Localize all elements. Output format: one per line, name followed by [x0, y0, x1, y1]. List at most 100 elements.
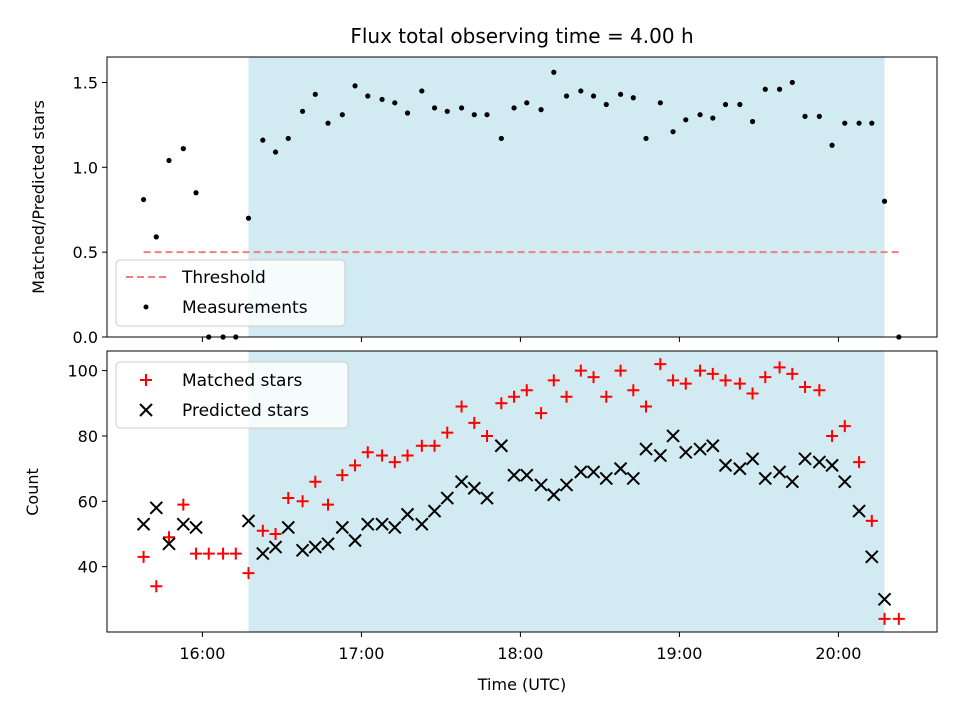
- predicted-star-point: [281, 520, 295, 535]
- matched-star-point: [614, 364, 627, 377]
- measurement-point: [842, 120, 848, 126]
- predicted-star-point: [308, 540, 323, 554]
- matched-star-point: [388, 456, 401, 469]
- measurement-point: [551, 69, 557, 75]
- measurement-point: [339, 112, 345, 118]
- matched-star-point: [654, 358, 667, 371]
- predicted-star-point: [454, 474, 469, 489]
- measurement-point: [737, 101, 743, 108]
- bottom-legend-box: [115, 361, 349, 429]
- predicted-star-point: [189, 520, 203, 535]
- measurement-point: [816, 113, 822, 119]
- matched-star-point: [217, 547, 230, 560]
- predicted-star-point: [136, 517, 151, 531]
- measurement-point: [722, 101, 729, 108]
- predicted-star-point: [745, 452, 760, 466]
- predicted-star-point: [825, 458, 839, 473]
- matched-star-point: [269, 527, 282, 540]
- measurement-point: [260, 137, 266, 143]
- top-legend: Threshold Measurements: [115, 259, 346, 327]
- bottom-x-ticks: 16:00 17:00 18:00 19:00 20:00: [179, 632, 861, 663]
- bottom-y-tick-label: 100: [67, 362, 98, 381]
- bottom-y-axis-label: Count: [23, 468, 42, 516]
- x-axis-label: Time (UTC): [477, 675, 566, 694]
- measurement-point: [538, 107, 544, 113]
- matched-star-point: [309, 475, 322, 488]
- predicted-star-point: [427, 504, 442, 518]
- predicted-star-point: [375, 517, 389, 531]
- matched-star-point: [361, 446, 374, 459]
- matched-star-point: [508, 390, 521, 403]
- matched-star-point: [322, 498, 335, 511]
- measurement-point: [498, 135, 504, 142]
- matched-star-point: [865, 514, 878, 527]
- matched-star-point: [415, 439, 428, 452]
- top-y-ticks: 0.0 0.5 1.0 1.5: [73, 73, 107, 347]
- matched-star-point: [813, 384, 826, 397]
- predicted-star-point: [400, 507, 415, 522]
- matched-star-point: [282, 492, 295, 505]
- bottom-axes-frame: [106, 350, 938, 633]
- matched-star-point: [455, 400, 468, 413]
- matched-star-point: [495, 397, 508, 410]
- measurement-point: [802, 113, 808, 119]
- measurement-point: [484, 112, 490, 118]
- predicted-star-point: [838, 474, 852, 489]
- predicted-star-point: [520, 468, 534, 482]
- measurement-point: [697, 112, 703, 118]
- predicted-star-point: [256, 546, 270, 561]
- measurement-point: [789, 79, 795, 86]
- predicted-star-point: [507, 468, 521, 482]
- matched-star-point: [853, 456, 866, 469]
- matched-star-point: [838, 420, 851, 433]
- predicted-star-point: [772, 465, 787, 479]
- measurement-point: [643, 135, 649, 142]
- top-legend-box: [115, 259, 346, 327]
- predicted-star-point: [335, 520, 350, 535]
- measurement-point: [683, 117, 689, 123]
- matched-star-point: [786, 367, 799, 380]
- matched-star-point: [719, 374, 732, 387]
- predicted-star-point: [162, 537, 176, 551]
- predicted-star-point: [852, 504, 866, 518]
- matched-star-point: [481, 429, 494, 442]
- matched-star-point: [256, 524, 269, 537]
- predicted-star-point: [586, 465, 601, 479]
- matched-star-point: [878, 612, 891, 625]
- measurement-point: [352, 83, 358, 89]
- bottom-y-tick-label: 80: [78, 427, 98, 446]
- matched-star-point: [428, 439, 441, 452]
- matched-star-point: [587, 371, 600, 384]
- matched-star-point: [376, 449, 389, 462]
- predicted-star-point: [321, 537, 335, 551]
- legend-measurements-swatch: [143, 304, 149, 310]
- matched-star-point: [137, 550, 150, 563]
- legend-matched-label: Matched stars: [182, 371, 302, 391]
- measurement-point: [285, 135, 291, 142]
- predicted-star-point: [559, 478, 574, 492]
- measurement-point: [590, 93, 597, 99]
- predicted-star-point: [149, 501, 163, 515]
- predicted-star-point: [718, 458, 733, 473]
- matched-star-point: [706, 367, 719, 380]
- measurement-point: [856, 120, 862, 126]
- measurement-point: [245, 215, 252, 221]
- measurement-point: [419, 88, 425, 94]
- top-y-tick-label: 1.5: [73, 73, 98, 92]
- predicted-star-point: [415, 517, 429, 531]
- bottom-y-tick-label: 40: [78, 558, 98, 577]
- legend-predicted-label: Predicted stars: [182, 401, 309, 421]
- matched-star-point: [547, 374, 560, 387]
- matched-star-point: [799, 380, 812, 393]
- predicted-star-point: [758, 471, 772, 486]
- matched-star-point: [150, 580, 163, 593]
- predicted-star-point: [679, 445, 693, 459]
- x-tick-label: 20:00: [815, 644, 861, 663]
- predicted-star-point: [480, 491, 494, 505]
- top-y-tick-label: 0.5: [73, 243, 98, 262]
- matched-star-point: [773, 361, 786, 374]
- measurement-point: [762, 86, 768, 92]
- matched-star-point: [694, 364, 707, 377]
- predicted-star-point: [547, 488, 561, 502]
